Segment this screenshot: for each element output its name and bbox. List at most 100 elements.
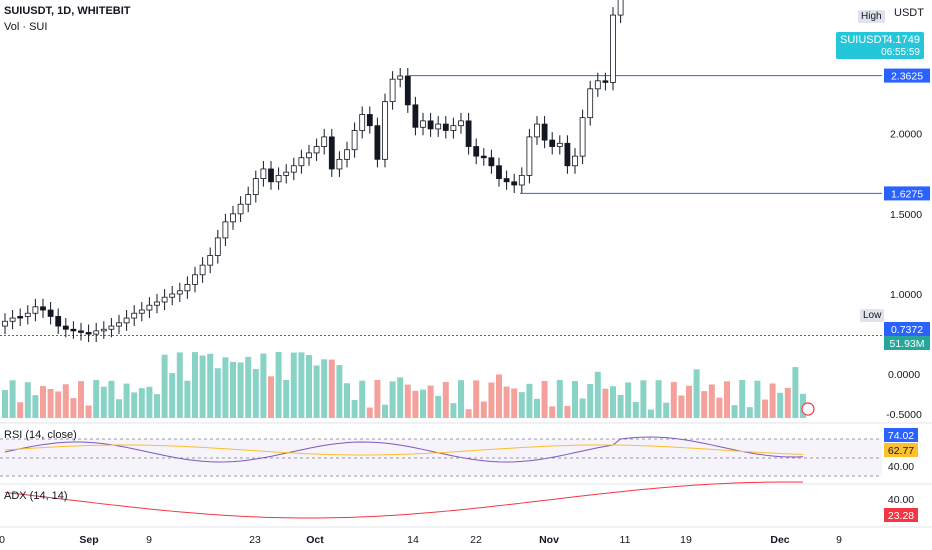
volume-bar <box>138 388 145 418</box>
volume-bar <box>2 390 8 418</box>
volume-bar <box>435 395 442 418</box>
volume-bar <box>792 367 799 418</box>
volume-bar <box>541 380 548 418</box>
adx-value-bg <box>884 508 918 522</box>
candle-body <box>222 221 229 239</box>
candle-body <box>2 320 8 327</box>
candle-body <box>328 136 335 170</box>
rsi-value-label: 62.77 <box>888 445 914 457</box>
volume-bar <box>640 380 647 418</box>
volume-bar <box>176 352 183 418</box>
candle-body <box>427 120 434 130</box>
volume-bar <box>488 382 495 418</box>
candle-body <box>564 142 571 167</box>
candle-body <box>116 322 122 327</box>
level-label: 1.6275 <box>891 188 923 200</box>
volume-bar <box>169 373 176 418</box>
volume-bar <box>100 386 107 418</box>
candle-body <box>480 155 487 159</box>
volume-bar <box>686 385 692 418</box>
volume-bar <box>366 407 373 418</box>
candle-body <box>351 130 358 151</box>
volume-bar <box>359 380 366 418</box>
volume-bar <box>511 388 518 418</box>
candle-body <box>450 125 457 131</box>
volume-bar <box>374 380 381 418</box>
candle-body <box>374 125 381 160</box>
candle-body <box>290 165 297 173</box>
candle-body <box>458 120 464 127</box>
volume-bar <box>632 401 639 418</box>
candle-body <box>9 317 16 322</box>
volume-bar <box>70 398 77 418</box>
x-tick-label: 14 <box>407 534 419 546</box>
volume-bar <box>625 382 632 418</box>
candle-body <box>245 194 252 205</box>
x-tick-label: Nov <box>539 534 559 546</box>
volume-bar <box>268 376 274 418</box>
volume-bar <box>473 380 480 418</box>
candle-body <box>169 293 176 298</box>
volume-bar <box>78 381 84 418</box>
candle-body <box>40 306 46 311</box>
volume-bar <box>290 352 297 418</box>
low-value-label: 0.7372 <box>891 324 923 336</box>
volume-bar <box>526 383 533 418</box>
y-tick-label: 1.5000 <box>890 209 922 221</box>
volume-bar <box>116 399 122 418</box>
candle-body <box>93 330 100 335</box>
candle-body <box>131 312 138 319</box>
candle-body <box>306 152 312 159</box>
candle-body <box>252 178 259 196</box>
volume-bar <box>321 359 328 418</box>
volume-bar <box>389 381 396 418</box>
volume-bar <box>275 352 282 418</box>
candle-body <box>602 80 609 83</box>
volume-legend: Vol · SUI <box>4 21 48 33</box>
y-tick-label: 1.0000 <box>890 289 922 301</box>
candle-body <box>100 328 107 332</box>
candle-body <box>382 101 388 160</box>
candle-body <box>298 157 305 167</box>
volume-bar <box>55 391 62 418</box>
candle-body <box>549 139 556 147</box>
candle-body <box>404 75 411 106</box>
current-symbol: SUIUSDT <box>840 34 889 46</box>
volume-bar <box>161 354 168 418</box>
low-tag: Low <box>860 309 885 322</box>
volume-bar <box>556 380 563 418</box>
candle-body <box>473 146 480 157</box>
candle-body <box>55 316 62 327</box>
candle-body <box>412 104 419 128</box>
volume-bar <box>572 381 578 418</box>
candle-body <box>420 120 426 128</box>
x-tick-label: Dec <box>770 534 789 546</box>
volume-bar <box>336 365 343 418</box>
volume-bar <box>237 362 244 418</box>
candle-body <box>366 114 373 127</box>
candle-body <box>85 332 92 335</box>
candle-body <box>518 174 525 186</box>
candle-body <box>192 274 198 285</box>
volume-bar <box>602 388 609 418</box>
volume-bar <box>252 368 259 418</box>
volume-bar <box>283 379 290 418</box>
volume-bar <box>404 384 411 418</box>
x-tick-label: Oct <box>306 534 324 546</box>
y-tick-label: 0.0000 <box>888 369 920 381</box>
volume-bar <box>442 381 449 418</box>
adx-axis-label: 40.00 <box>888 494 914 506</box>
current-price-label: SUIUSDT 4.1749 06:55:59 <box>836 32 924 59</box>
volume-bar <box>777 392 784 418</box>
candle-body <box>32 306 39 314</box>
volume-bar <box>496 374 502 418</box>
volume-value-bg <box>884 336 930 350</box>
volume-bar <box>427 385 434 418</box>
volume-bar <box>655 380 662 418</box>
currency-label[interactable]: USDT <box>894 7 924 19</box>
volume-bar <box>146 386 153 418</box>
candle-body <box>176 290 183 295</box>
volume-bar <box>184 380 191 418</box>
x-tick-label: 9 <box>836 534 842 546</box>
